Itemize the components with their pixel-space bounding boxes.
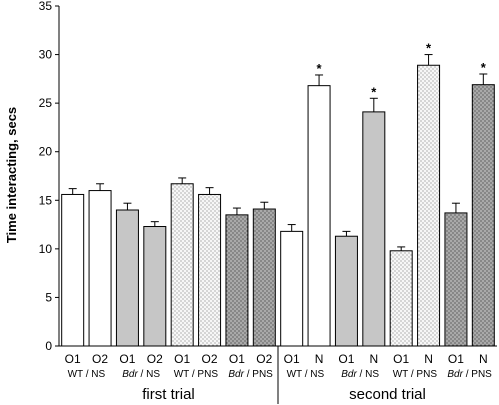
genotype-label: WT / NS: [68, 369, 106, 380]
y-tick-label: 35: [39, 0, 53, 13]
bar: [225, 214, 249, 347]
category-label: N: [424, 352, 433, 366]
bar: [417, 64, 441, 347]
trial-label: second trial: [349, 386, 426, 403]
bar: [115, 209, 139, 347]
y-tick-label: 10: [39, 242, 53, 256]
category-label: O1: [448, 352, 464, 366]
bar: [61, 193, 85, 347]
y-tick-label: 15: [39, 193, 53, 207]
significance-star: *: [371, 84, 377, 99]
bar: [389, 250, 413, 347]
bar: [252, 208, 276, 347]
category-label: N: [479, 352, 488, 366]
genotype-label: Bdr / PNS: [447, 369, 492, 380]
category-label: N: [369, 352, 378, 366]
category-label: O1: [119, 352, 135, 366]
bar: [362, 111, 386, 347]
trial-label: first trial: [142, 386, 195, 403]
y-tick-label: 30: [39, 48, 53, 62]
category-label: O1: [65, 352, 81, 366]
category-label: O1: [284, 352, 300, 366]
category-label: O2: [256, 352, 272, 366]
category-label: O2: [92, 352, 108, 366]
y-axis-label: Time interacting, secs: [4, 107, 19, 243]
y-tick-label: 20: [39, 145, 53, 159]
bar: [307, 85, 331, 347]
bar: [280, 230, 304, 347]
category-label: N: [315, 352, 324, 366]
category-label: O1: [338, 352, 354, 366]
bar: [170, 183, 194, 347]
genotype-label: Bdr / PNS: [228, 369, 273, 380]
genotype-label: WT / PNS: [393, 369, 438, 380]
bar: [198, 193, 222, 347]
bar: [334, 235, 358, 347]
category-label: O2: [147, 352, 163, 366]
genotype-label: Bdr / NS: [122, 369, 160, 380]
bar: [471, 84, 495, 347]
category-label: O1: [174, 352, 190, 366]
significance-star: *: [317, 61, 323, 76]
bar: [444, 212, 468, 347]
genotype-label: Bdr / NS: [341, 369, 379, 380]
significance-star: *: [426, 41, 432, 56]
bar: [88, 190, 112, 347]
bar: [143, 226, 167, 347]
y-tick-label: 25: [39, 96, 53, 110]
genotype-label: WT / NS: [287, 369, 325, 380]
y-tick-label: 5: [45, 290, 52, 304]
category-label: O1: [229, 352, 245, 366]
genotype-label: WT / PNS: [174, 369, 219, 380]
y-tick-label: 0: [45, 339, 52, 353]
significance-star: *: [481, 60, 487, 75]
category-label: O2: [202, 352, 218, 366]
category-label: O1: [393, 352, 409, 366]
